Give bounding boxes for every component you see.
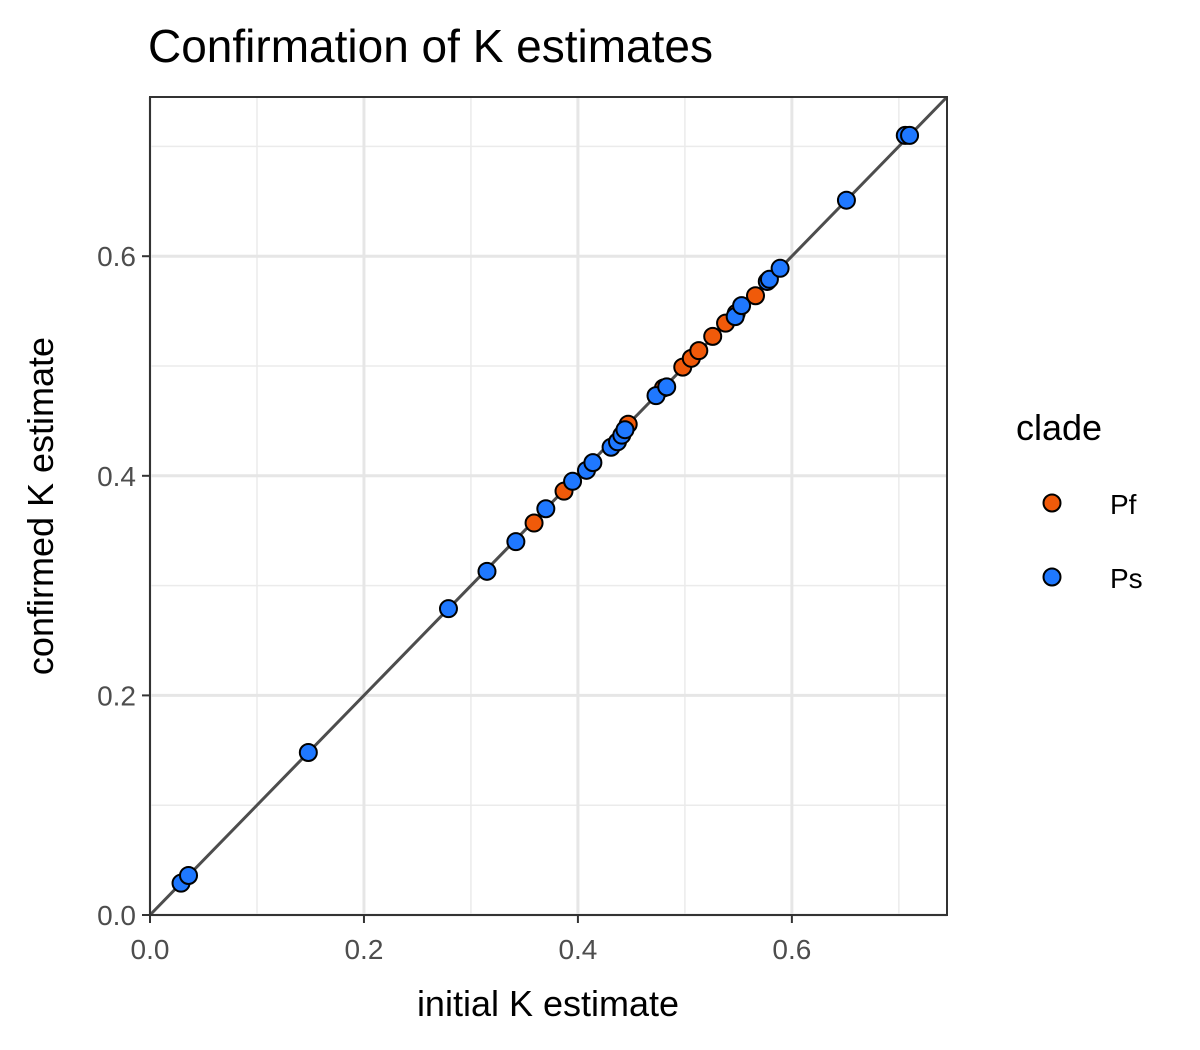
point-pf <box>524 513 544 533</box>
point-ps <box>615 420 635 440</box>
point-ps <box>583 453 603 473</box>
series-ps <box>171 125 920 893</box>
point-ps <box>536 499 556 519</box>
y-tick-label: 0.2 <box>97 680 136 711</box>
legend-key-ps <box>1042 567 1062 587</box>
y-tick-label: 0.6 <box>97 241 136 272</box>
legend-key-pf <box>1042 493 1062 513</box>
legend: clade Pf Ps <box>1016 407 1143 594</box>
data-points <box>171 125 920 893</box>
point-ps <box>770 258 790 278</box>
point-ps <box>477 561 497 581</box>
minor-gridlines <box>150 97 947 915</box>
plot-panel-border <box>149 96 948 916</box>
point-pf <box>746 286 766 306</box>
point-ps <box>900 125 920 145</box>
legend-label-pf: Pf <box>1110 489 1137 520</box>
x-axis-ticks: 0.0 0.2 0.4 0.6 <box>131 915 811 965</box>
point-pf <box>703 326 723 346</box>
x-tick-label: 0.4 <box>558 934 597 965</box>
point-pf <box>689 341 709 361</box>
chart-title: Confirmation of K estimates <box>148 20 713 72</box>
series-pf <box>524 286 766 533</box>
y-axis-ticks: 0.0 0.2 0.4 0.6 <box>97 241 150 931</box>
y-axis-label: confirmed K estimate <box>20 337 61 675</box>
x-tick-label: 0.0 <box>131 934 170 965</box>
point-ps <box>563 471 583 491</box>
point-ps <box>657 377 677 397</box>
point-ps <box>836 190 856 210</box>
y-tick-label: 0.0 <box>97 900 136 931</box>
y-tick-label: 0.4 <box>97 461 136 492</box>
point-ps <box>179 865 199 885</box>
point-ps <box>438 599 458 619</box>
legend-title: clade <box>1016 407 1102 448</box>
legend-label-ps: Ps <box>1110 563 1143 594</box>
point-ps <box>298 742 318 762</box>
point-ps <box>506 532 526 552</box>
x-tick-label: 0.2 <box>344 934 383 965</box>
point-ps <box>732 296 752 316</box>
x-axis-label: initial K estimate <box>417 983 679 1024</box>
x-tick-label: 0.6 <box>772 934 811 965</box>
